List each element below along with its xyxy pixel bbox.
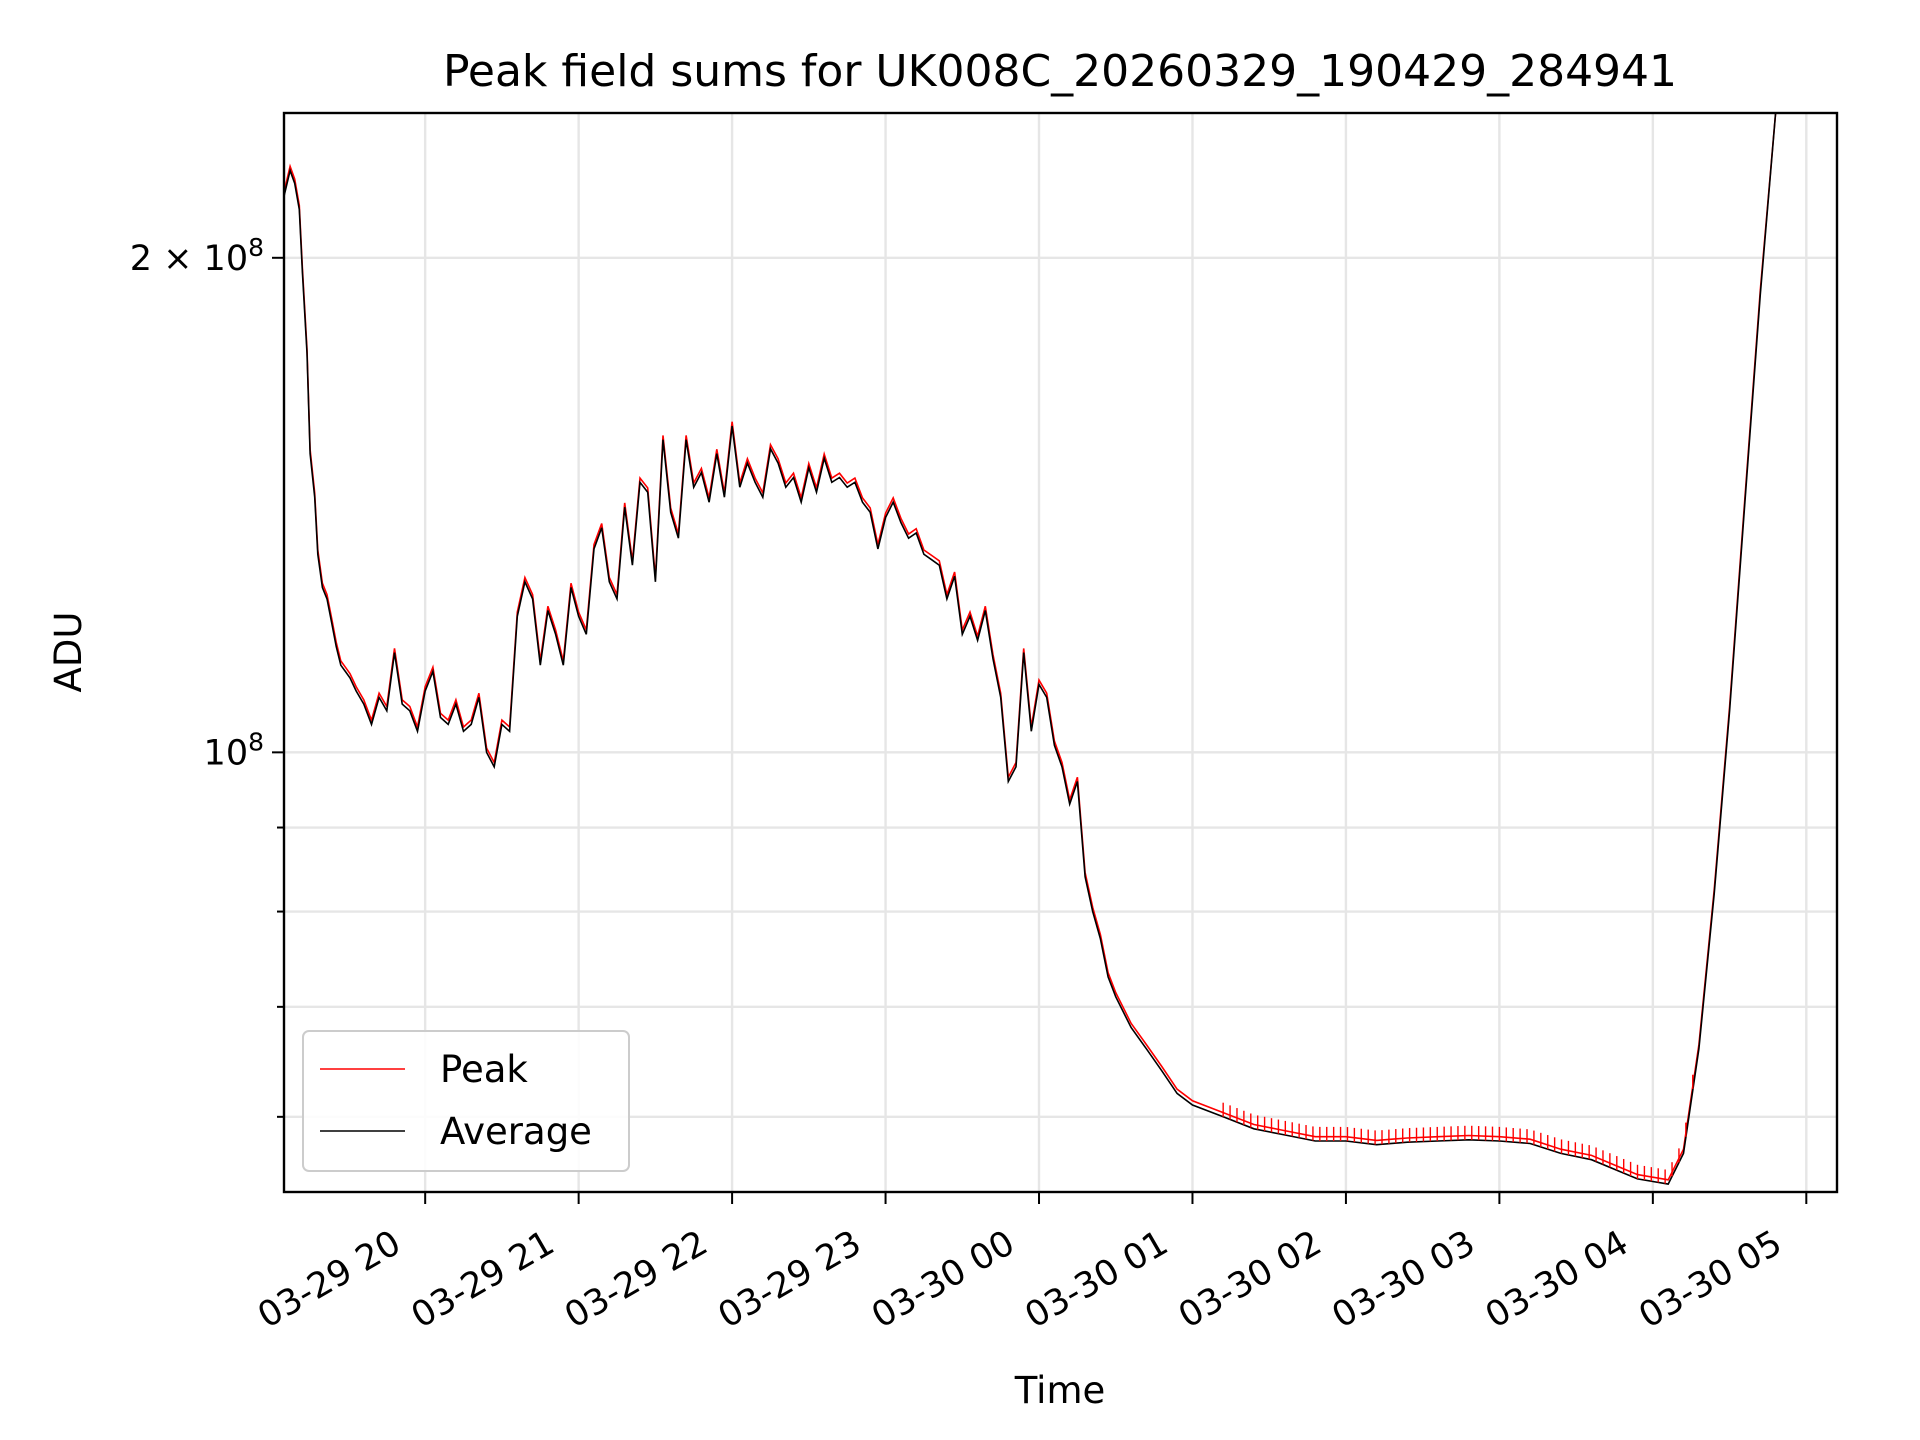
- chart-title: Peak field sums for UK008C_20260329_1904…: [443, 46, 1677, 97]
- y-tick-label: 108: [204, 727, 264, 773]
- x-axis-label: Time: [1014, 1369, 1106, 1412]
- x-tick-label: 03-29 21: [405, 1223, 561, 1336]
- grid-lines: [284, 113, 1837, 1192]
- average-series-line: [283, 112, 1777, 1185]
- x-tick-label: 03-29 20: [251, 1223, 407, 1336]
- x-tick-label: 03-30 01: [1019, 1223, 1175, 1336]
- x-tick-label: 03-29 23: [712, 1223, 868, 1336]
- y-tick-label: 2 × 108: [130, 233, 264, 279]
- legend-average-label: Average: [440, 1110, 592, 1153]
- y-axis-label: ADU: [47, 612, 90, 693]
- peak-series-line: [283, 112, 1777, 1181]
- x-tick-label: 03-29 22: [558, 1223, 714, 1336]
- series-lines: [283, 112, 1777, 1185]
- x-tick-label: 03-30 00: [865, 1223, 1021, 1336]
- x-tick-label: 03-30 05: [1633, 1223, 1789, 1336]
- legend-box: [302, 1030, 630, 1172]
- legend-peak-label: Peak: [440, 1048, 528, 1091]
- plot-area-frame: [282, 111, 1839, 1194]
- x-tick-label: 03-30 02: [1172, 1223, 1328, 1336]
- x-tick-label: 03-30 04: [1479, 1223, 1635, 1336]
- legend: Peak Average: [302, 1030, 630, 1172]
- x-tick-label: 03-30 03: [1326, 1223, 1482, 1336]
